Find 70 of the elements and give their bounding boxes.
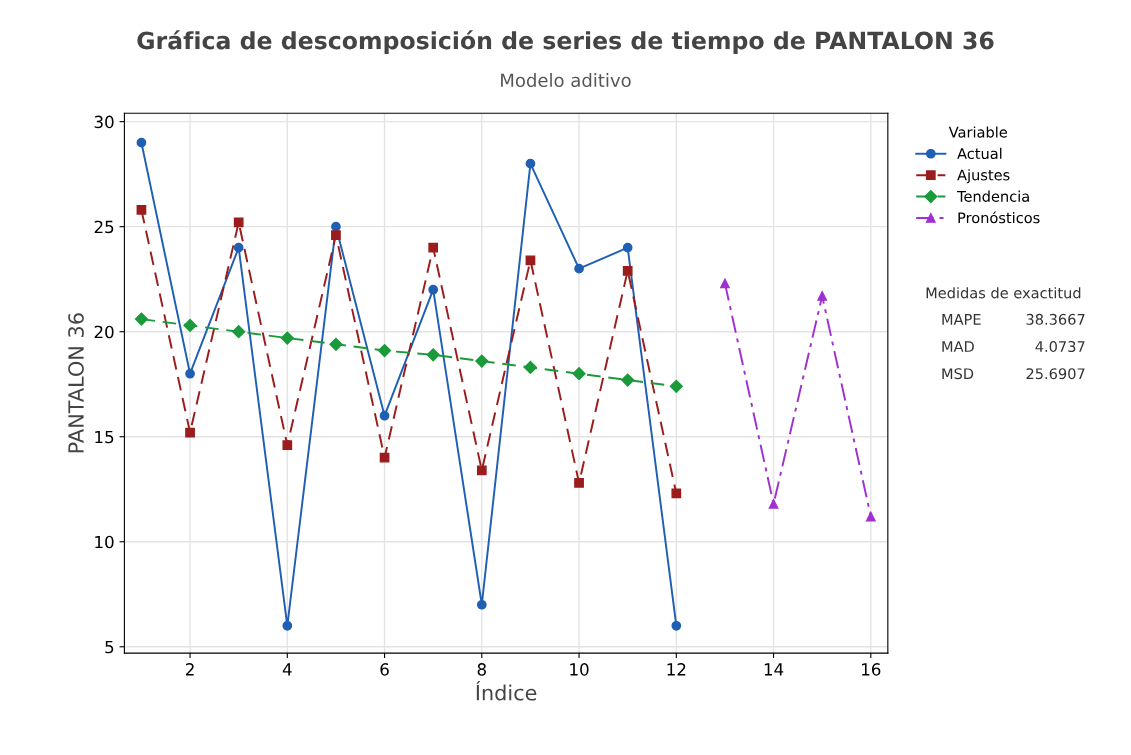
y-tick-label: 30 xyxy=(94,115,114,129)
point xyxy=(523,360,538,374)
point xyxy=(377,344,392,358)
legend-label: Ajustes xyxy=(957,169,1010,184)
point xyxy=(426,348,440,362)
legend-label: Pronósticos xyxy=(958,211,1040,224)
point xyxy=(428,284,439,295)
x-tick-label: 10 xyxy=(570,663,589,676)
point xyxy=(183,318,197,332)
x-tick-label: 14 xyxy=(764,663,784,676)
point xyxy=(622,242,633,253)
point xyxy=(476,599,487,610)
chart-title: Gráfica de descomposición de series de tiempo de PANTALON 36 xyxy=(137,30,994,54)
legend-title: Variable xyxy=(948,126,1007,138)
point xyxy=(865,511,876,522)
legend-label: Actual xyxy=(957,147,1002,160)
y-tick-label: 25 xyxy=(94,220,114,234)
x-tick-label: 6 xyxy=(380,663,389,676)
x-tick-label: 2 xyxy=(185,663,194,676)
y-tick-label: 5 xyxy=(105,640,114,654)
y-tick-label: 15 xyxy=(95,430,114,444)
point xyxy=(817,291,828,301)
point xyxy=(621,373,635,387)
text: Medidas de exactitud xyxy=(926,287,1081,299)
x-tick-label: 16 xyxy=(862,663,881,676)
point xyxy=(282,620,293,631)
point xyxy=(379,410,390,421)
point xyxy=(574,478,584,488)
point xyxy=(671,488,682,499)
legend-label: Tendencia xyxy=(957,190,1029,202)
point xyxy=(574,263,584,274)
y-axis-title: PANTALON 36 xyxy=(68,313,84,453)
point xyxy=(525,255,536,266)
y-tick-label: 10 xyxy=(95,535,114,549)
x-tick-label: 4 xyxy=(282,663,292,676)
point xyxy=(280,331,294,345)
point xyxy=(525,158,536,169)
text: 4.0737 xyxy=(1035,341,1085,353)
point xyxy=(232,325,246,339)
point xyxy=(379,452,390,463)
point xyxy=(136,137,147,148)
point xyxy=(282,440,293,450)
text: 38.3667 xyxy=(1026,313,1085,325)
point xyxy=(572,367,586,381)
text: 25.6907 xyxy=(1026,368,1085,380)
point xyxy=(136,205,147,215)
point xyxy=(134,312,149,326)
point xyxy=(622,265,633,276)
point xyxy=(669,379,683,393)
point xyxy=(329,337,343,351)
point xyxy=(185,368,195,379)
x-tick-label: 12 xyxy=(667,663,686,676)
text: MAPE xyxy=(942,314,981,325)
point xyxy=(720,278,730,289)
point xyxy=(233,242,244,253)
x-axis-title: Índice xyxy=(476,681,537,701)
point xyxy=(671,620,682,631)
y-tick-label: 20 xyxy=(94,325,114,339)
point xyxy=(768,499,779,509)
point xyxy=(233,217,244,228)
chart-subtitle: Modelo aditivo xyxy=(501,73,631,88)
point xyxy=(331,221,341,232)
x-tick-label: 8 xyxy=(477,663,486,676)
point xyxy=(476,465,487,476)
point xyxy=(331,230,341,240)
point xyxy=(428,242,439,253)
text: MSD xyxy=(942,368,974,380)
point xyxy=(475,354,489,368)
point xyxy=(185,427,195,438)
text: MAD xyxy=(942,341,974,352)
